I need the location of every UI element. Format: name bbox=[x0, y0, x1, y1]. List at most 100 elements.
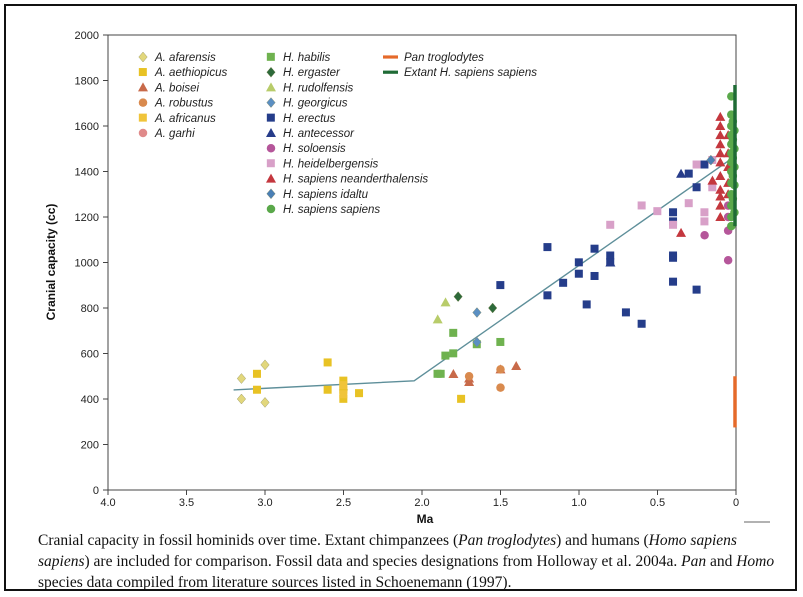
a-boisei-point bbox=[464, 376, 475, 386]
h-sapiens-neanderthalensis-point bbox=[715, 157, 726, 167]
legend-label-h-heidelbergensis: H. heidelbergensis bbox=[283, 158, 379, 170]
h-erectus-point bbox=[700, 160, 709, 169]
legend-label-h-rudolfensis: H. rudolfensis bbox=[283, 82, 354, 94]
h-erectus-point bbox=[606, 251, 615, 260]
a-aethiopicus-point bbox=[339, 376, 348, 385]
a-robustus-point bbox=[464, 372, 474, 381]
legend-swatch-h-georgicus bbox=[266, 97, 276, 108]
figure-caption: Cranial capacity in fossil hominids over… bbox=[38, 532, 775, 591]
h-sapiens-neanderthalensis-point bbox=[676, 227, 687, 237]
h-erectus-point bbox=[574, 269, 583, 278]
h-erectus-point bbox=[637, 319, 646, 328]
y-tick-label: 0 bbox=[93, 485, 99, 497]
h-sapiens-neanderthalensis-point bbox=[715, 148, 726, 158]
legend-swatch-h-ergaster bbox=[266, 66, 276, 78]
h-sapiens-neanderthalensis-point bbox=[715, 200, 726, 210]
y-tick-label: 1800 bbox=[75, 76, 99, 88]
legend-swatch-h-rudolfensis bbox=[266, 82, 276, 92]
a-aethiopicus-point bbox=[323, 385, 332, 394]
y-tick-label: 400 bbox=[81, 394, 99, 406]
y-tick-label: 200 bbox=[81, 440, 99, 452]
h-erectus-point bbox=[590, 244, 599, 253]
legend-swatch-a-aethiopicus bbox=[138, 68, 147, 77]
legend-label-a-robustus: A. robustus bbox=[154, 98, 213, 110]
legend-swatch-a-afarensis bbox=[138, 51, 148, 63]
h-sapiens-idaltu-point bbox=[706, 154, 716, 166]
h-erectus-point bbox=[692, 285, 701, 294]
a-afarensis-point bbox=[236, 393, 246, 405]
h-erectus-point bbox=[669, 208, 678, 217]
legend-swatch-a-garhi bbox=[138, 128, 148, 138]
legend-label-a-boisei: A. boisei bbox=[154, 82, 200, 94]
h-soloensis-point bbox=[723, 255, 733, 265]
legend-swatch-h-sapiens-neanderthalensis bbox=[266, 173, 276, 183]
h-habilis-point bbox=[449, 349, 458, 358]
legend-swatch-h-sapiens-idaltu bbox=[266, 188, 276, 200]
h-georgicus-point bbox=[472, 336, 482, 348]
x-tick-label: 0 bbox=[733, 497, 739, 509]
h-heidelbergensis-point bbox=[700, 208, 709, 217]
a-boisei-point bbox=[448, 368, 459, 378]
a-aethiopicus-point bbox=[339, 385, 348, 394]
legend-label-h-sapiens-sapiens: H. sapiens sapiens bbox=[283, 204, 380, 216]
y-axis-title: Cranial capacity (cc) bbox=[44, 204, 58, 321]
h-sapiens-neanderthalensis-point bbox=[707, 175, 718, 185]
h-ergaster-point bbox=[488, 302, 498, 314]
h-sapiens-neanderthalensis-point bbox=[715, 212, 726, 221]
legend-swatch-h-heidelbergensis bbox=[266, 159, 275, 168]
legend-swatch-a-boisei bbox=[138, 82, 148, 92]
a-robustus-point bbox=[496, 365, 505, 374]
x-tick-label: 4.0 bbox=[100, 497, 115, 509]
h-sapiens-neanderthalensis-point bbox=[715, 184, 726, 194]
h-heidelbergensis-point bbox=[684, 199, 693, 208]
h-erectus-point bbox=[621, 308, 630, 317]
h-rudolfensis-point bbox=[440, 297, 451, 307]
legend-label-h-sapiens-neanderthalensis: H. sapiens neanderthalensis bbox=[283, 174, 428, 186]
legend: A. afarensis A. aethiopicus A. boisei A. ro… bbox=[138, 51, 537, 216]
a-aethiopicus-point bbox=[252, 385, 261, 394]
a-boisei-point bbox=[511, 361, 522, 371]
a-aethiopicus-point bbox=[355, 389, 364, 398]
legend-label-h-georgicus: H. georgicus bbox=[283, 98, 348, 110]
x-tick-label: 1.5 bbox=[493, 497, 508, 509]
a-aethiopicus-point bbox=[457, 394, 466, 403]
legend-label-a-africanus: A. africanus bbox=[154, 113, 216, 125]
h-sapiens-neanderthalensis-point bbox=[715, 191, 726, 201]
y-tick-label: 1000 bbox=[75, 258, 99, 270]
h-sapiens-neanderthalensis-point bbox=[715, 130, 726, 140]
h-erectus-point bbox=[543, 291, 552, 300]
a-afarensis-point bbox=[236, 373, 246, 384]
legend-label-h-sapiens-idaltu: H. sapiens idaltu bbox=[283, 189, 369, 201]
h-georgicus-point bbox=[472, 307, 482, 318]
h-erectus-point bbox=[684, 169, 693, 178]
legend-label-extant-h-sapiens-sapiens: Extant H. sapiens sapiens bbox=[404, 67, 537, 79]
h-erectus-point bbox=[669, 277, 678, 286]
x-tick-label: 2.5 bbox=[336, 497, 351, 509]
h-erectus-point bbox=[496, 281, 505, 290]
h-sapiens-neanderthalensis-point bbox=[715, 121, 726, 130]
x-tick-label: 1.0 bbox=[571, 497, 586, 509]
a-africanus-point bbox=[339, 390, 348, 399]
legend-label-h-antecessor: H. antecessor bbox=[283, 128, 355, 140]
h-heidelbergensis-point bbox=[653, 207, 662, 216]
h-sapiens-neanderthalensis-point bbox=[715, 139, 726, 149]
x-tick-label: 0.5 bbox=[650, 497, 665, 509]
h-sapiens-neanderthalensis-point bbox=[715, 171, 726, 181]
h-heidelbergensis-point bbox=[700, 217, 709, 226]
legend-swatch-h-antecessor bbox=[266, 128, 276, 137]
a-aethiopicus-point bbox=[339, 394, 348, 403]
h-heidelbergensis-point bbox=[708, 183, 717, 192]
h-antecessor-point bbox=[605, 257, 616, 267]
legend-label-h-habilis: H. habilis bbox=[283, 52, 331, 64]
a-robustus-point bbox=[496, 383, 505, 392]
h-erectus-point bbox=[559, 278, 568, 287]
x-tick-label: 2.0 bbox=[414, 497, 429, 509]
h-habilis-point bbox=[436, 369, 445, 378]
h-heidelbergensis-point bbox=[637, 201, 646, 210]
x-axis-title: Ma bbox=[417, 512, 434, 526]
h-antecessor-point bbox=[676, 168, 687, 178]
h-erectus-point bbox=[669, 253, 678, 262]
legend-swatch-h-sapiens-sapiens bbox=[266, 204, 276, 214]
a-afarensis-point bbox=[260, 397, 270, 408]
legend-label-a-garhi: A. garhi bbox=[154, 128, 195, 140]
